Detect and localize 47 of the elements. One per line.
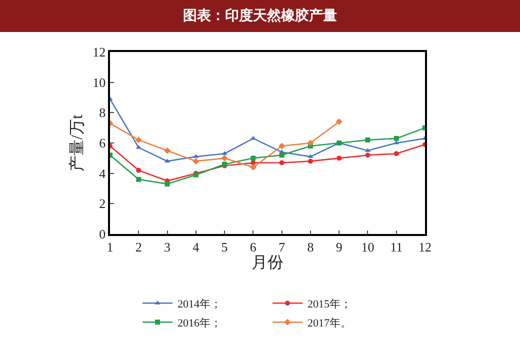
point bbox=[136, 168, 142, 173]
y-tick-label: 2 bbox=[99, 196, 106, 212]
x-axis-title: 月份 bbox=[252, 254, 284, 272]
x-tick-label: 1 bbox=[106, 239, 114, 254]
point bbox=[365, 152, 370, 158]
y-tick-label: 12 bbox=[92, 44, 106, 60]
point bbox=[135, 136, 142, 144]
x-tick-label: 6 bbox=[250, 239, 257, 254]
point bbox=[279, 152, 284, 158]
point bbox=[250, 164, 256, 171]
point bbox=[136, 176, 142, 182]
point bbox=[308, 158, 313, 164]
legend-label: 2014年； bbox=[178, 298, 222, 310]
point bbox=[336, 156, 342, 161]
y-tick-label: 4 bbox=[99, 166, 106, 181]
point bbox=[278, 142, 286, 150]
x-tick-label: 5 bbox=[221, 239, 228, 254]
y-tick-label: 10 bbox=[92, 74, 106, 90]
point bbox=[192, 158, 200, 164]
y-tick-label: 0 bbox=[99, 226, 106, 242]
point bbox=[279, 160, 284, 166]
x-tick-label: 7 bbox=[278, 239, 286, 254]
chart-title: 图表：印度天然橡胶产量 bbox=[0, 0, 520, 32]
x-tick-label: 12 bbox=[418, 239, 432, 254]
legend-label: 2016年； bbox=[178, 317, 222, 330]
x-tick-label: 10 bbox=[361, 239, 374, 254]
x-tick-label: 3 bbox=[164, 239, 171, 254]
line-series bbox=[110, 125, 425, 186]
point bbox=[250, 156, 256, 161]
x-tick-label: 4 bbox=[192, 239, 200, 254]
point bbox=[307, 140, 314, 146]
y-tick-label: 6 bbox=[99, 136, 106, 151]
legend-label: 2017年。 bbox=[308, 317, 352, 330]
point bbox=[394, 151, 399, 156]
y-tick-label: 8 bbox=[99, 105, 106, 120]
point bbox=[336, 118, 342, 126]
point bbox=[164, 147, 171, 154]
point bbox=[394, 136, 399, 141]
legend-label: 2015年； bbox=[308, 298, 352, 310]
x-tick-label: 9 bbox=[336, 239, 342, 254]
point bbox=[164, 181, 170, 186]
x-tick-label: 8 bbox=[307, 239, 314, 254]
y-axis-title: 产量/万t bbox=[68, 114, 86, 172]
x-tick-label: 2 bbox=[135, 239, 142, 254]
point bbox=[365, 137, 370, 142]
x-tick-label: 11 bbox=[390, 239, 403, 254]
point bbox=[221, 154, 228, 162]
